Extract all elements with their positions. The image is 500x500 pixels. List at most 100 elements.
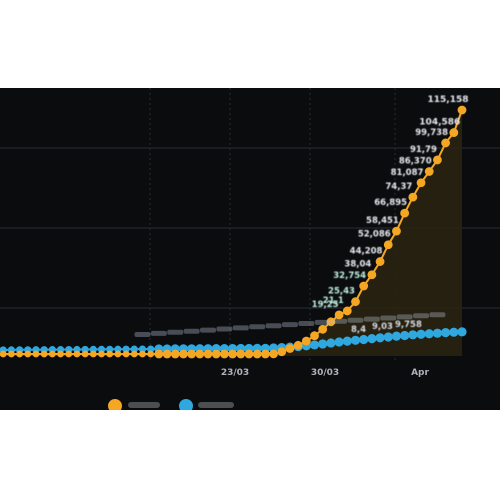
x-axis-ticks: 23/03 30/03 Apr [221, 368, 430, 378]
orange-point [106, 350, 114, 358]
blue-point [122, 345, 130, 353]
blue-point [130, 345, 138, 353]
legend-orange-swatch [108, 399, 122, 410]
series-orange [0, 105, 467, 359]
orange-point [351, 297, 360, 307]
orange-point [400, 208, 410, 218]
blurred-label [150, 330, 167, 336]
blue-point [106, 345, 114, 353]
blue-point [114, 345, 122, 353]
orange-point [457, 105, 467, 115]
blue-point [375, 333, 385, 343]
orange-point [65, 350, 73, 358]
blurred-label [183, 328, 200, 334]
orange-point [310, 331, 319, 341]
blue-data-label: 9,758 [395, 320, 422, 330]
orange-data-label: 52,086 [358, 230, 391, 240]
blue-point [359, 334, 369, 345]
orange-point [441, 138, 451, 148]
orange-data-label: 66,895 [374, 198, 407, 208]
orange-point [293, 340, 303, 350]
legend-orange-text-blur [128, 402, 160, 408]
legend [108, 399, 234, 410]
blue-point [449, 327, 459, 337]
orange-data-label: 21,1 [323, 296, 344, 306]
orange-point [48, 350, 56, 358]
orange-point [170, 349, 180, 359]
blurred-label [232, 325, 249, 331]
orange-point [179, 349, 188, 359]
orange-point [392, 226, 401, 236]
orange-point [383, 240, 393, 250]
orange-point [130, 350, 138, 358]
orange-data-label: 115,158 [428, 95, 469, 105]
orange-point [89, 350, 97, 358]
blurred-label [265, 323, 282, 329]
orange-point [449, 128, 459, 137]
blue-data-label: 8,4 [351, 325, 366, 335]
blurred-label [167, 329, 184, 335]
orange-point [162, 349, 172, 359]
blue-point [416, 329, 426, 339]
orange-data-label: 81,087 [391, 168, 424, 178]
orange-point [32, 350, 40, 358]
orange-data-label: 19,25 [312, 300, 339, 310]
orange-point [147, 350, 155, 358]
blue-point [147, 345, 155, 353]
orange-point [326, 317, 336, 327]
orange-point [16, 350, 23, 358]
orange-point [81, 350, 89, 358]
orange-point [236, 349, 246, 359]
orange-point [424, 167, 434, 176]
orange-point [139, 350, 146, 358]
orange-data-label: 58,451 [366, 216, 399, 226]
blue-point [408, 330, 418, 340]
orange-point [98, 350, 105, 358]
blurred-label [249, 324, 266, 330]
orange-point [7, 350, 15, 358]
legend-blue-text-blur [198, 402, 234, 408]
orange-data-label: 86,370 [399, 156, 432, 166]
orange-point [73, 350, 81, 358]
blurred-label [363, 316, 380, 322]
blurred-label [331, 318, 348, 324]
orange-data-label: 44,208 [350, 247, 383, 257]
x-tick-label: 30/03 [311, 368, 339, 378]
orange-point [375, 257, 385, 266]
blue-point [400, 330, 410, 341]
orange-point [154, 349, 164, 359]
orange-point [244, 349, 254, 359]
blurred-label [380, 315, 397, 321]
orange-point [367, 270, 377, 280]
blue-point [391, 331, 402, 341]
orange-point [57, 350, 64, 358]
orange-point [220, 349, 229, 359]
orange-data-label: 38,04 [344, 260, 371, 270]
orange-point [187, 349, 197, 359]
blue-point [383, 332, 393, 342]
blue-point [350, 335, 361, 345]
orange-point [114, 350, 122, 358]
blue-point [326, 338, 336, 348]
orange-point [122, 350, 130, 358]
orange-point [203, 349, 213, 359]
orange-point [433, 155, 442, 165]
blue-point [342, 336, 352, 346]
orange-point [24, 350, 32, 358]
orange-point [359, 281, 369, 291]
blurred-label [281, 322, 298, 328]
blue-point [138, 345, 147, 353]
blurred-label [216, 326, 233, 332]
orange-point [0, 350, 7, 358]
orange-data-label: 32,754 [333, 271, 366, 281]
blue-point [457, 327, 467, 337]
orange-point [301, 336, 311, 346]
blue-point [441, 328, 451, 338]
orange-data-label: 25,43 [328, 287, 355, 297]
orange-point [285, 344, 295, 353]
orange-point [334, 310, 344, 320]
grid-lines [0, 88, 500, 360]
